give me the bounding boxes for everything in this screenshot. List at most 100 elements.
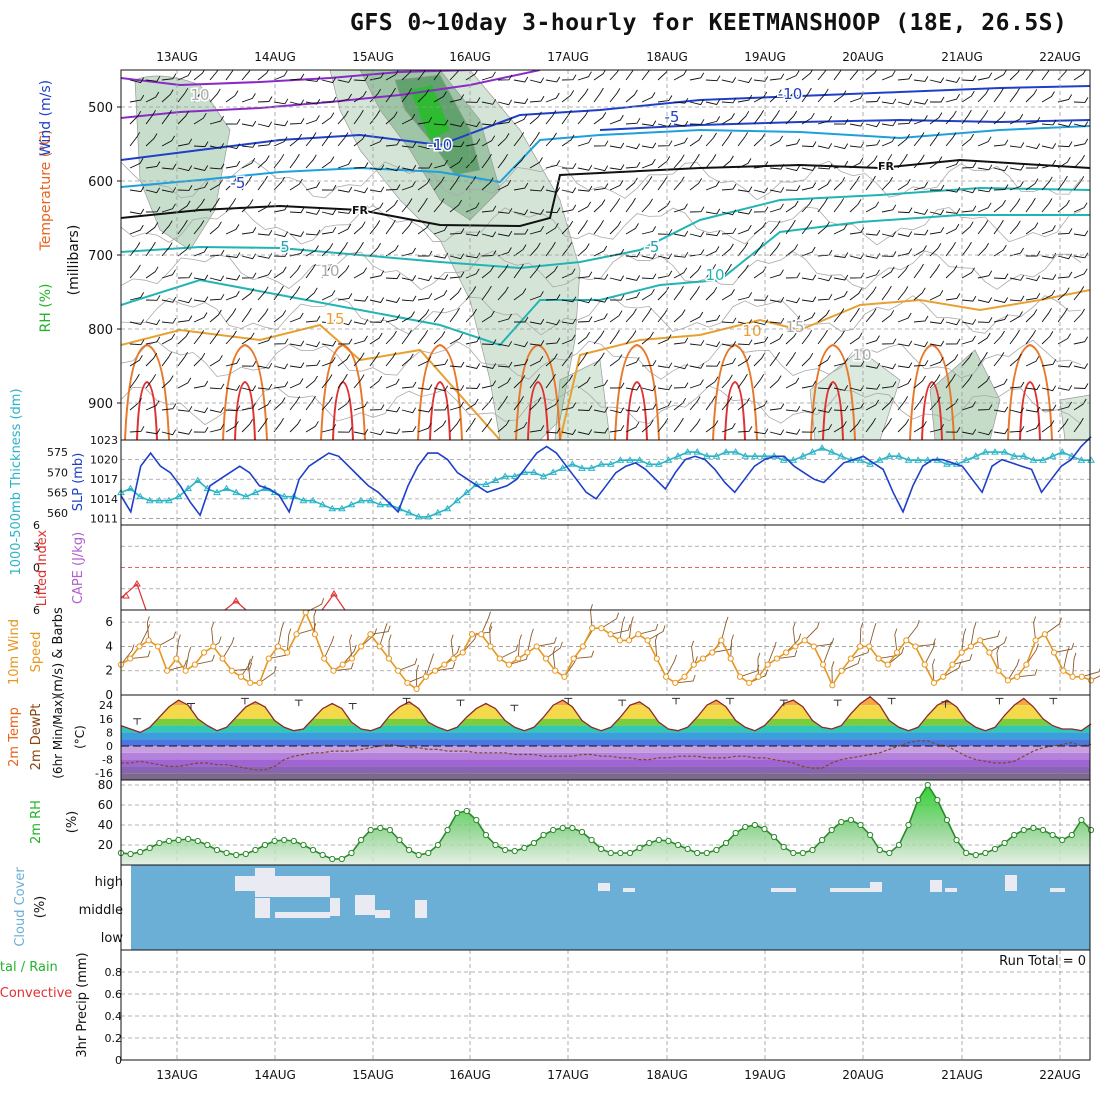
- temperature-max-marker: [779, 699, 788, 707]
- rh-point: [684, 845, 691, 853]
- rh-tick-label: 60: [98, 798, 113, 812]
- wind-barb: [353, 335, 368, 345]
- rh-point: [281, 836, 288, 844]
- precip-tick-label: 0.8: [105, 966, 123, 979]
- wind-barb: [833, 198, 845, 213]
- wind-barb: [193, 426, 209, 433]
- rh-point: [867, 831, 874, 839]
- rh-area: [120, 785, 1091, 865]
- wind-barb: [353, 319, 369, 325]
- precip-tick-label: 0.6: [105, 988, 123, 1001]
- wind-barb: [353, 162, 369, 169]
- wind-barb: [801, 426, 817, 433]
- wind-barb: [289, 418, 302, 433]
- wind-barb: [897, 418, 910, 433]
- thickness-point: [395, 504, 404, 512]
- wind-barb: [801, 296, 817, 303]
- wind-barb: [305, 115, 320, 125]
- wind-barb: [849, 227, 865, 235]
- wind-speed-point: [256, 679, 263, 686]
- wind-barb-10m: [619, 616, 626, 641]
- wind-barb: [193, 296, 209, 303]
- wind-speed-point: [173, 655, 180, 662]
- wind-barb-10m: [628, 616, 634, 641]
- wind-barb: [353, 428, 369, 435]
- wind-barb: [1041, 385, 1057, 392]
- wind-barb: [945, 354, 959, 367]
- wind-barb: [737, 132, 749, 147]
- thickness-point: [578, 464, 586, 471]
- wind-barb: [305, 315, 321, 323]
- upper-axis-label: RH (%): [38, 284, 54, 333]
- date-label-top: 18AUG: [646, 50, 688, 64]
- lifted-index-point: [232, 597, 240, 604]
- date-label-bottom: 14AUG: [254, 1068, 296, 1082]
- wind-barb: [417, 275, 433, 282]
- cloud-block: [375, 910, 390, 918]
- wind-speed-point: [736, 673, 744, 680]
- thickness-point: [366, 496, 375, 504]
- wind-barb: [289, 340, 305, 347]
- temperature-contour-surface: [136, 380, 158, 440]
- wind-barb: [321, 77, 337, 84]
- wind-barb: [1025, 384, 1041, 390]
- wind-barb-10m: [757, 652, 761, 677]
- wind-barb: [641, 226, 657, 235]
- wind-barb: [657, 200, 671, 213]
- wind-barb: [929, 396, 941, 411]
- wind-barb: [321, 356, 336, 367]
- wind-barb: [545, 294, 561, 301]
- wind-barb: [737, 94, 753, 103]
- wind-speed-point: [136, 643, 143, 650]
- wind-barb: [401, 353, 414, 367]
- wind-barb: [673, 417, 684, 433]
- precip-tick-label: 0.2: [105, 1032, 123, 1045]
- wind-barb: [417, 356, 432, 367]
- wind-barb: [785, 272, 801, 279]
- wind-barb: [257, 399, 272, 411]
- rh-point: [1020, 826, 1027, 834]
- temperature-max-marker: [348, 703, 357, 710]
- wind-barb: [193, 87, 204, 103]
- wind-barb: [481, 250, 497, 257]
- rh-point: [127, 850, 134, 858]
- wind-barb: [289, 362, 305, 369]
- wind-barb: [305, 181, 320, 191]
- wind-barb: [913, 287, 926, 301]
- wind-barb: [193, 246, 208, 257]
- wind-barb: [609, 198, 621, 213]
- wind-barb: [657, 95, 673, 103]
- wind-barb: [961, 374, 973, 389]
- wind-barb: [930, 184, 945, 191]
- wind-barb: [657, 121, 673, 128]
- contour-label: 5: [280, 238, 290, 256]
- wind-barb: [833, 252, 849, 258]
- wind-barb: [497, 117, 513, 125]
- wind-barb-10m: [1054, 642, 1075, 653]
- wind-barb-10m: [231, 662, 253, 672]
- wind-barb: [705, 75, 721, 82]
- wind-barb: [785, 185, 801, 191]
- temperature-max-marker: [672, 697, 681, 705]
- wind-barb: [705, 376, 719, 389]
- wind-barb: [881, 204, 897, 213]
- wind-barb: [481, 119, 497, 126]
- wind-barb: [1009, 181, 1024, 191]
- wind-barb: [753, 374, 765, 389]
- wind-barb: [209, 424, 225, 433]
- rh-point: [934, 796, 941, 804]
- wind-speed-point: [1087, 677, 1095, 684]
- wind-barb: [785, 219, 796, 235]
- wind-barb: [417, 143, 433, 150]
- wind-barb: [225, 118, 241, 125]
- panel-frame: [120, 949, 1091, 1061]
- wind-barb: [657, 156, 671, 169]
- wind-barb: [609, 275, 625, 282]
- wind-barb: [241, 199, 254, 213]
- wind-barb-10m: [980, 630, 1001, 641]
- wind-barb: [609, 425, 625, 433]
- wind-barb: [657, 229, 673, 235]
- wind-barb: [625, 161, 641, 169]
- wind-barb-10m: [277, 622, 285, 647]
- wind-barb: [929, 131, 940, 147]
